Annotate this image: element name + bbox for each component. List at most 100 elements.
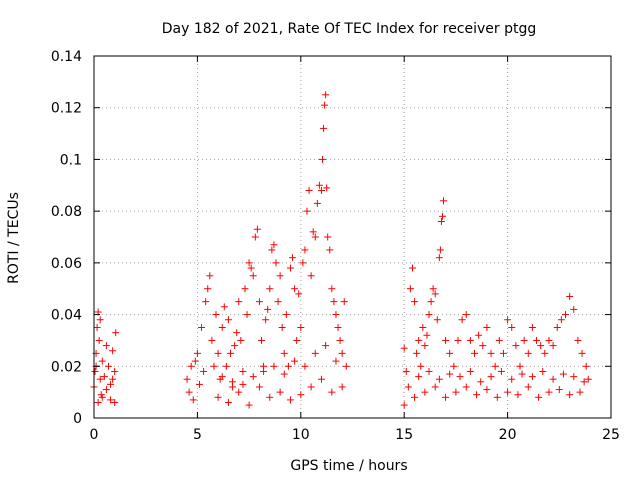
x-axis-label: GPS time / hours bbox=[290, 458, 407, 474]
data-point bbox=[264, 305, 272, 313]
data-point bbox=[274, 298, 282, 306]
data-point bbox=[260, 367, 268, 375]
data-point bbox=[222, 362, 230, 370]
data-point bbox=[112, 329, 120, 337]
data-point bbox=[282, 311, 290, 319]
data-point bbox=[421, 388, 429, 396]
data-point bbox=[323, 184, 331, 192]
data-point bbox=[504, 316, 512, 324]
data-point bbox=[475, 331, 483, 339]
data-point bbox=[417, 362, 425, 370]
data-point bbox=[299, 259, 307, 267]
data-point bbox=[334, 324, 342, 331]
data-point bbox=[317, 375, 325, 383]
data-point bbox=[212, 311, 220, 319]
data-point bbox=[566, 292, 574, 300]
data-point bbox=[516, 362, 524, 370]
data-point bbox=[462, 383, 470, 391]
data-point bbox=[479, 342, 487, 350]
data-point bbox=[413, 349, 421, 357]
data-point bbox=[421, 342, 429, 350]
data-point bbox=[324, 233, 332, 241]
data-point bbox=[109, 375, 117, 383]
y-tick-label: 0.12 bbox=[51, 101, 82, 117]
data-point bbox=[278, 324, 286, 331]
data-point bbox=[249, 373, 257, 381]
data-point bbox=[512, 342, 520, 350]
data-point bbox=[438, 212, 446, 220]
data-point bbox=[266, 393, 274, 401]
data-point bbox=[322, 342, 330, 350]
data-point bbox=[293, 336, 301, 344]
data-point bbox=[477, 378, 485, 386]
data-point bbox=[332, 357, 340, 365]
data-point bbox=[243, 311, 251, 319]
data-point bbox=[315, 181, 323, 189]
data-point bbox=[535, 393, 543, 401]
data-point bbox=[446, 349, 454, 357]
data-point bbox=[491, 362, 499, 370]
data-point bbox=[266, 285, 274, 293]
data-point bbox=[411, 298, 419, 306]
data-point bbox=[272, 259, 280, 267]
x-tick-label: 15 bbox=[395, 427, 413, 443]
data-point bbox=[423, 331, 431, 339]
data-point bbox=[301, 362, 309, 370]
data-point bbox=[537, 342, 545, 350]
data-point bbox=[425, 311, 433, 319]
data-point bbox=[98, 357, 106, 365]
y-tick-label: 0.02 bbox=[51, 359, 82, 375]
y-tick-label: 0.06 bbox=[51, 256, 82, 272]
data-point bbox=[508, 324, 516, 331]
data-point bbox=[102, 386, 110, 394]
data-point bbox=[578, 349, 586, 357]
data-point bbox=[185, 388, 193, 396]
data-point bbox=[555, 386, 563, 394]
y-axis-label: ROTI / TECUs bbox=[6, 192, 22, 284]
data-point bbox=[493, 393, 501, 401]
data-point bbox=[253, 225, 261, 233]
data-point bbox=[239, 380, 247, 388]
x-tick-label: 0 bbox=[90, 427, 99, 443]
data-point bbox=[258, 336, 266, 344]
data-point bbox=[340, 298, 348, 306]
y-tick-label: 0.14 bbox=[51, 49, 82, 65]
data-point bbox=[96, 316, 104, 324]
data-point bbox=[235, 298, 243, 306]
data-point bbox=[245, 259, 253, 267]
data-point bbox=[415, 373, 423, 381]
data-point bbox=[322, 91, 330, 99]
data-point bbox=[328, 285, 336, 293]
plot-frame bbox=[93, 55, 612, 419]
data-point bbox=[291, 357, 299, 365]
data-point bbox=[433, 316, 441, 324]
data-point bbox=[576, 388, 584, 396]
data-point bbox=[183, 375, 191, 383]
data-point bbox=[191, 357, 199, 365]
data-point bbox=[307, 383, 315, 391]
data-points bbox=[90, 91, 592, 409]
data-point bbox=[295, 290, 303, 298]
data-point bbox=[462, 311, 470, 319]
data-point bbox=[473, 391, 481, 399]
data-point bbox=[528, 324, 536, 331]
data-point bbox=[431, 290, 439, 298]
data-point bbox=[313, 199, 321, 207]
data-point bbox=[425, 367, 433, 375]
data-point bbox=[305, 186, 313, 194]
data-point bbox=[193, 349, 201, 357]
data-point bbox=[557, 316, 565, 324]
data-point bbox=[458, 316, 466, 324]
x-tick-label: 5 bbox=[193, 427, 202, 443]
data-point bbox=[311, 349, 319, 357]
data-point bbox=[466, 367, 474, 375]
data-point bbox=[402, 367, 410, 375]
data-point bbox=[95, 336, 103, 344]
data-point bbox=[202, 298, 210, 306]
data-point bbox=[435, 254, 443, 262]
data-point bbox=[400, 401, 408, 409]
data-point bbox=[436, 246, 444, 254]
data-point bbox=[539, 367, 547, 375]
data-point bbox=[471, 349, 479, 357]
data-point bbox=[497, 367, 505, 375]
